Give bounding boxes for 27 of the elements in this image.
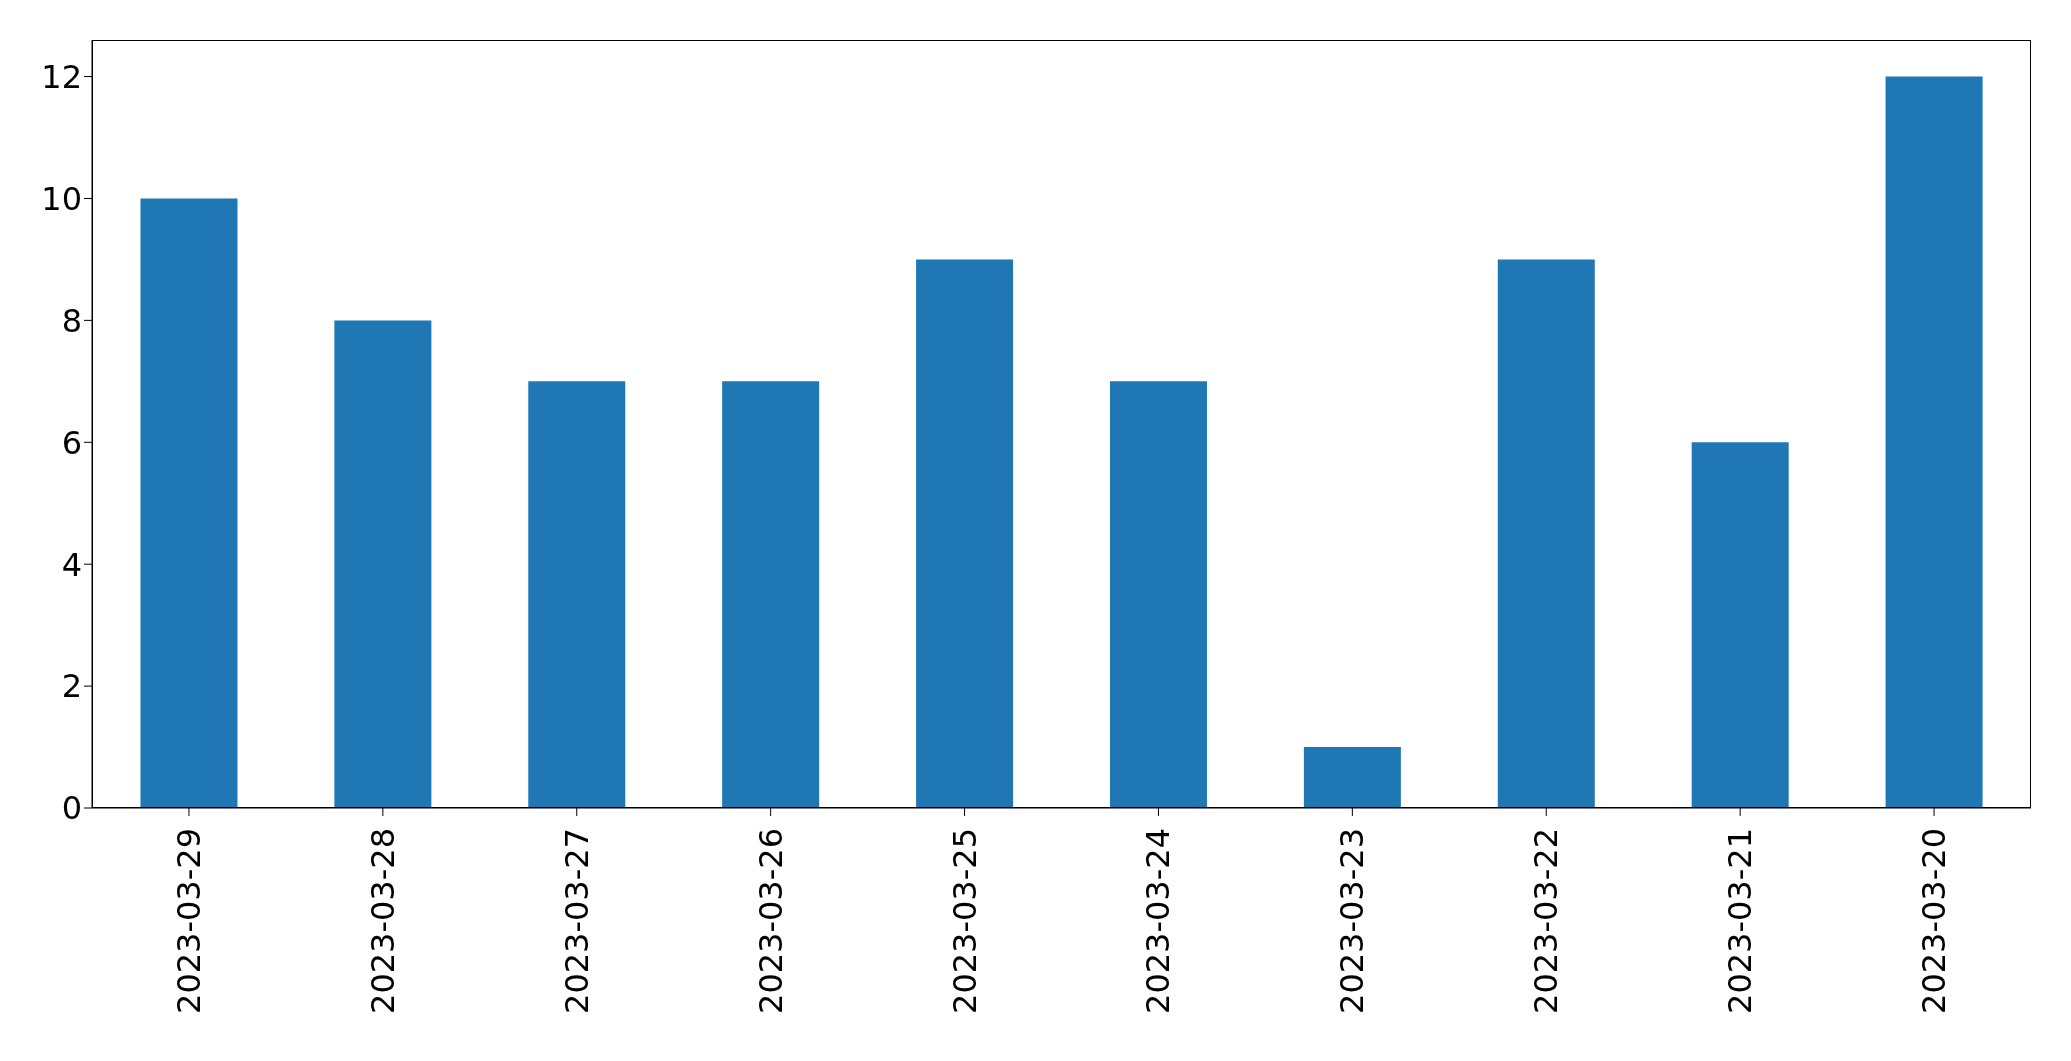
bar — [334, 320, 432, 808]
bar — [140, 198, 238, 808]
x-tick-label: 2023-03-24 — [1139, 828, 1178, 1014]
bar — [722, 381, 820, 808]
x-tick-label: 2023-03-29 — [169, 828, 208, 1014]
y-tick-label: 12 — [41, 57, 82, 96]
x-tick-label: 2023-03-23 — [1333, 828, 1372, 1014]
bar — [1303, 747, 1401, 808]
y-tick-label: 0 — [61, 789, 82, 828]
x-tick-label: 2023-03-26 — [751, 828, 790, 1014]
bar — [1691, 442, 1789, 808]
x-tick-label: 2023-03-25 — [945, 828, 984, 1014]
y-tick-label: 4 — [61, 545, 82, 584]
bar — [528, 381, 626, 808]
bar — [916, 259, 1014, 808]
x-tick-label: 2023-03-22 — [1527, 828, 1566, 1014]
y-tick-label: 8 — [61, 301, 82, 340]
y-tick-label: 2 — [61, 667, 82, 706]
x-tick-label: 2023-03-27 — [557, 828, 596, 1014]
x-tick-label: 2023-03-20 — [1915, 828, 1954, 1014]
y-tick-label: 10 — [41, 179, 82, 218]
x-tick-label: 2023-03-28 — [363, 828, 402, 1014]
x-tick-label: 2023-03-21 — [1721, 828, 1760, 1014]
bar — [1109, 381, 1207, 808]
y-tick-label: 6 — [61, 423, 82, 462]
bar — [1885, 76, 1983, 808]
bar — [1497, 259, 1595, 808]
